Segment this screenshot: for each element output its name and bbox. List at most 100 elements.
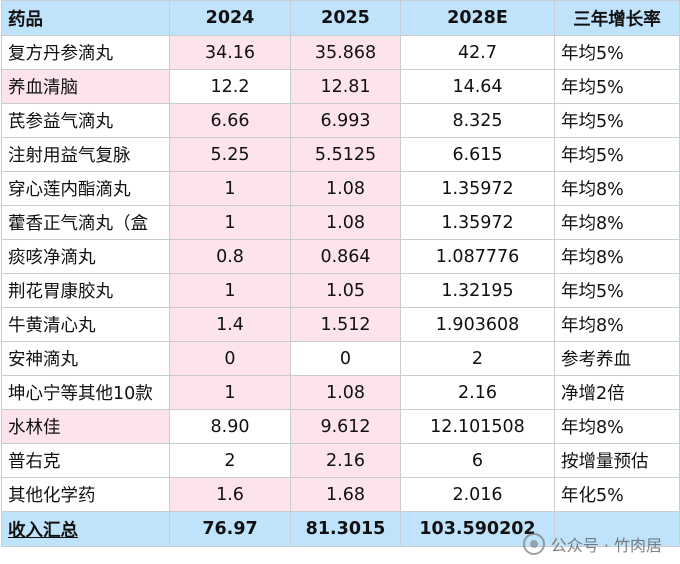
- cell-2025[interactable]: 1.08: [290, 375, 401, 410]
- table-row: 坤心宁等其他10款 1 1.08 2.16 净增2倍: [1, 375, 680, 410]
- cell-2025[interactable]: 0.864: [290, 239, 401, 274]
- cell-2024[interactable]: 1.4: [169, 307, 291, 342]
- cell-2024[interactable]: 34.16: [169, 35, 291, 70]
- total-row: 收入汇总 76.97 81.3015 103.590202: [1, 511, 680, 547]
- cell-growth[interactable]: 净增2倍: [554, 375, 680, 410]
- cell-2025[interactable]: 12.81: [290, 69, 401, 104]
- cell-2025[interactable]: 2.16: [290, 443, 401, 478]
- cell-2028e[interactable]: 6.615: [400, 137, 555, 172]
- cell-2024[interactable]: 1: [169, 171, 291, 206]
- table-row: 痰咳净滴丸 0.8 0.864 1.087776 年均8%: [1, 239, 680, 274]
- total-label-text: 收入汇总: [8, 520, 78, 541]
- header-2025[interactable]: 2025: [290, 0, 401, 36]
- table-row: 安神滴丸 0 0 2 参考养血: [1, 341, 680, 376]
- cell-drug-name[interactable]: 注射用益气复脉: [1, 137, 170, 172]
- total-2025[interactable]: 81.3015: [290, 511, 401, 547]
- cell-growth[interactable]: 年均8%: [554, 239, 680, 274]
- cell-2024[interactable]: 1: [169, 375, 291, 410]
- cell-growth[interactable]: 年均8%: [554, 307, 680, 342]
- cell-2025[interactable]: 1.08: [290, 205, 401, 240]
- cell-2025[interactable]: 1.05: [290, 273, 401, 308]
- cell-growth[interactable]: 年均5%: [554, 137, 680, 172]
- cell-2028e[interactable]: 2.16: [400, 375, 555, 410]
- wechat-icon: [522, 533, 545, 555]
- cell-drug-name[interactable]: 牛黄清心丸: [1, 307, 170, 342]
- cell-2025[interactable]: 1.512: [290, 307, 401, 342]
- cell-2028e[interactable]: 6: [400, 443, 555, 478]
- table-row: 牛黄清心丸 1.4 1.512 1.903608 年均8%: [1, 307, 680, 342]
- cell-2024[interactable]: 1.6: [169, 477, 291, 512]
- header-row: 药品 2024 2025 2028E 三年增长率: [1, 0, 680, 36]
- table-row: 荆花胃康胶丸 1 1.05 1.32195 年均5%: [1, 273, 680, 308]
- cell-drug-name[interactable]: 穿心莲内酯滴丸: [1, 171, 170, 206]
- header-growth[interactable]: 三年增长率: [554, 0, 680, 36]
- cell-drug-name[interactable]: 复方丹参滴丸: [1, 35, 170, 70]
- watermark-text: 公众号 · 竹肉居: [550, 536, 662, 555]
- cell-growth[interactable]: 参考养血: [554, 341, 680, 376]
- cell-2025[interactable]: 1.68: [290, 477, 401, 512]
- cell-drug-name[interactable]: 荆花胃康胶丸: [1, 273, 170, 308]
- header-2024[interactable]: 2024: [169, 0, 291, 36]
- cell-2028e[interactable]: 2.016: [400, 477, 555, 512]
- cell-2025[interactable]: 35.868: [290, 35, 401, 70]
- table-row: 水林佳 8.90 9.612 12.101508 年均8%: [1, 409, 680, 444]
- table-row: 复方丹参滴丸 34.16 35.868 42.7 年均5%: [1, 35, 680, 70]
- table-row: 其他化学药 1.6 1.68 2.016 年化5%: [1, 477, 680, 512]
- total-growth[interactable]: [554, 511, 680, 547]
- cell-2028e[interactable]: 1.087776: [400, 239, 555, 274]
- cell-2028e[interactable]: 2: [400, 341, 555, 376]
- cell-2028e[interactable]: 1.32195: [400, 273, 555, 308]
- cell-growth[interactable]: 年均5%: [554, 273, 680, 308]
- cell-2028e[interactable]: 42.7: [400, 35, 555, 70]
- cell-2024[interactable]: 1: [169, 273, 291, 308]
- cell-2025[interactable]: 0: [290, 341, 401, 376]
- cell-growth[interactable]: 年化5%: [554, 477, 680, 512]
- cell-drug-name[interactable]: 普右克: [1, 443, 170, 478]
- cell-drug-name[interactable]: 安神滴丸: [1, 341, 170, 376]
- cell-drug-name[interactable]: 芪参益气滴丸: [1, 103, 170, 138]
- cell-drug-name[interactable]: 水林佳: [1, 409, 170, 444]
- cell-growth[interactable]: 年均5%: [554, 69, 680, 104]
- cell-2024[interactable]: 5.25: [169, 137, 291, 172]
- cell-2028e[interactable]: 1.903608: [400, 307, 555, 342]
- table-row: 芪参益气滴丸 6.66 6.993 8.325 年均5%: [1, 103, 680, 138]
- cell-growth[interactable]: 年均5%: [554, 103, 680, 138]
- cell-drug-name[interactable]: 痰咳净滴丸: [1, 239, 170, 274]
- cell-growth[interactable]: 按增量预估: [554, 443, 680, 478]
- table-row: 注射用益气复脉 5.25 5.5125 6.615 年均5%: [1, 137, 680, 172]
- cell-2024[interactable]: 2: [169, 443, 291, 478]
- watermark: 公众号 · 竹肉居: [522, 532, 662, 556]
- cell-2024[interactable]: 0.8: [169, 239, 291, 274]
- cell-2028e[interactable]: 12.101508: [400, 409, 555, 444]
- cell-growth[interactable]: 年均8%: [554, 409, 680, 444]
- cell-growth[interactable]: 年均5%: [554, 35, 680, 70]
- cell-2028e[interactable]: 14.64: [400, 69, 555, 104]
- total-2024[interactable]: 76.97: [169, 511, 291, 547]
- header-drug[interactable]: 药品: [1, 0, 170, 36]
- total-label[interactable]: 收入汇总: [1, 511, 170, 547]
- cell-growth[interactable]: 年均8%: [554, 205, 680, 240]
- cell-drug-name[interactable]: 其他化学药: [1, 477, 170, 512]
- cell-drug-name[interactable]: 坤心宁等其他10款: [1, 375, 170, 410]
- cell-2028e[interactable]: 8.325: [400, 103, 555, 138]
- cell-2025[interactable]: 5.5125: [290, 137, 401, 172]
- total-2028e[interactable]: 103.590202: [400, 511, 555, 547]
- cell-2024[interactable]: 1: [169, 205, 291, 240]
- cell-2028e[interactable]: 1.35972: [400, 171, 555, 206]
- cell-2024[interactable]: 0: [169, 341, 291, 376]
- cell-drug-name[interactable]: 藿香正气滴丸（盒: [1, 205, 170, 240]
- cell-2024[interactable]: 6.66: [169, 103, 291, 138]
- cell-drug-name[interactable]: 养血清脑: [1, 69, 170, 104]
- table-row: 穿心莲内酯滴丸 1 1.08 1.35972 年均8%: [1, 171, 680, 206]
- cell-2025[interactable]: 6.993: [290, 103, 401, 138]
- cell-2024[interactable]: 12.2: [169, 69, 291, 104]
- cell-2025[interactable]: 9.612: [290, 409, 401, 444]
- revenue-table: 药品 2024 2025 2028E 三年增长率 复方丹参滴丸 34.16 35.8…: [1, 0, 680, 547]
- cell-2028e[interactable]: 1.35972: [400, 205, 555, 240]
- header-2028e[interactable]: 2028E: [400, 0, 555, 36]
- cell-growth[interactable]: 年均8%: [554, 171, 680, 206]
- table-row: 藿香正气滴丸（盒 1 1.08 1.35972 年均8%: [1, 205, 680, 240]
- cell-2025[interactable]: 1.08: [290, 171, 401, 206]
- cell-2024[interactable]: 8.90: [169, 409, 291, 444]
